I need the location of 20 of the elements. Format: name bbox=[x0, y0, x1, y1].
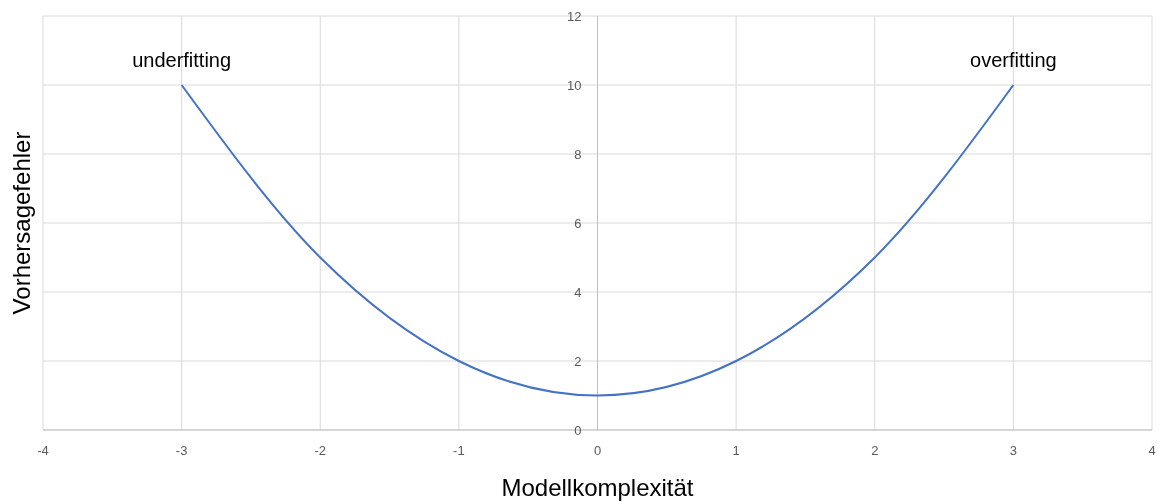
annotation: overfitting bbox=[970, 49, 1057, 71]
y-tick-label: 8 bbox=[574, 146, 582, 162]
x-tick-label: -2 bbox=[314, 443, 327, 458]
x-tick-label: 1 bbox=[732, 443, 740, 458]
y-tick-label: 4 bbox=[574, 284, 582, 300]
x-tick-label: -3 bbox=[175, 443, 188, 458]
y-axis-title: Vorhersagefehler bbox=[8, 131, 35, 315]
x-tick-label: -1 bbox=[453, 443, 465, 458]
x-tick-label: 3 bbox=[1009, 443, 1017, 458]
x-tick-label: 0 bbox=[593, 443, 602, 458]
x-tick-label: -4 bbox=[37, 443, 49, 458]
x-axis-title: Modellkomplexität bbox=[501, 474, 694, 501]
x-tick-label: 2 bbox=[871, 443, 879, 458]
annotation: underfitting bbox=[132, 49, 232, 71]
x-tick-label: 4 bbox=[1148, 443, 1156, 458]
y-tick-label: 2 bbox=[574, 353, 582, 369]
y-tick-label: 12 bbox=[567, 8, 582, 24]
y-tick-label: 6 bbox=[574, 215, 582, 231]
y-tick-label: 0 bbox=[574, 422, 582, 438]
y-tick-label: 10 bbox=[567, 77, 582, 93]
